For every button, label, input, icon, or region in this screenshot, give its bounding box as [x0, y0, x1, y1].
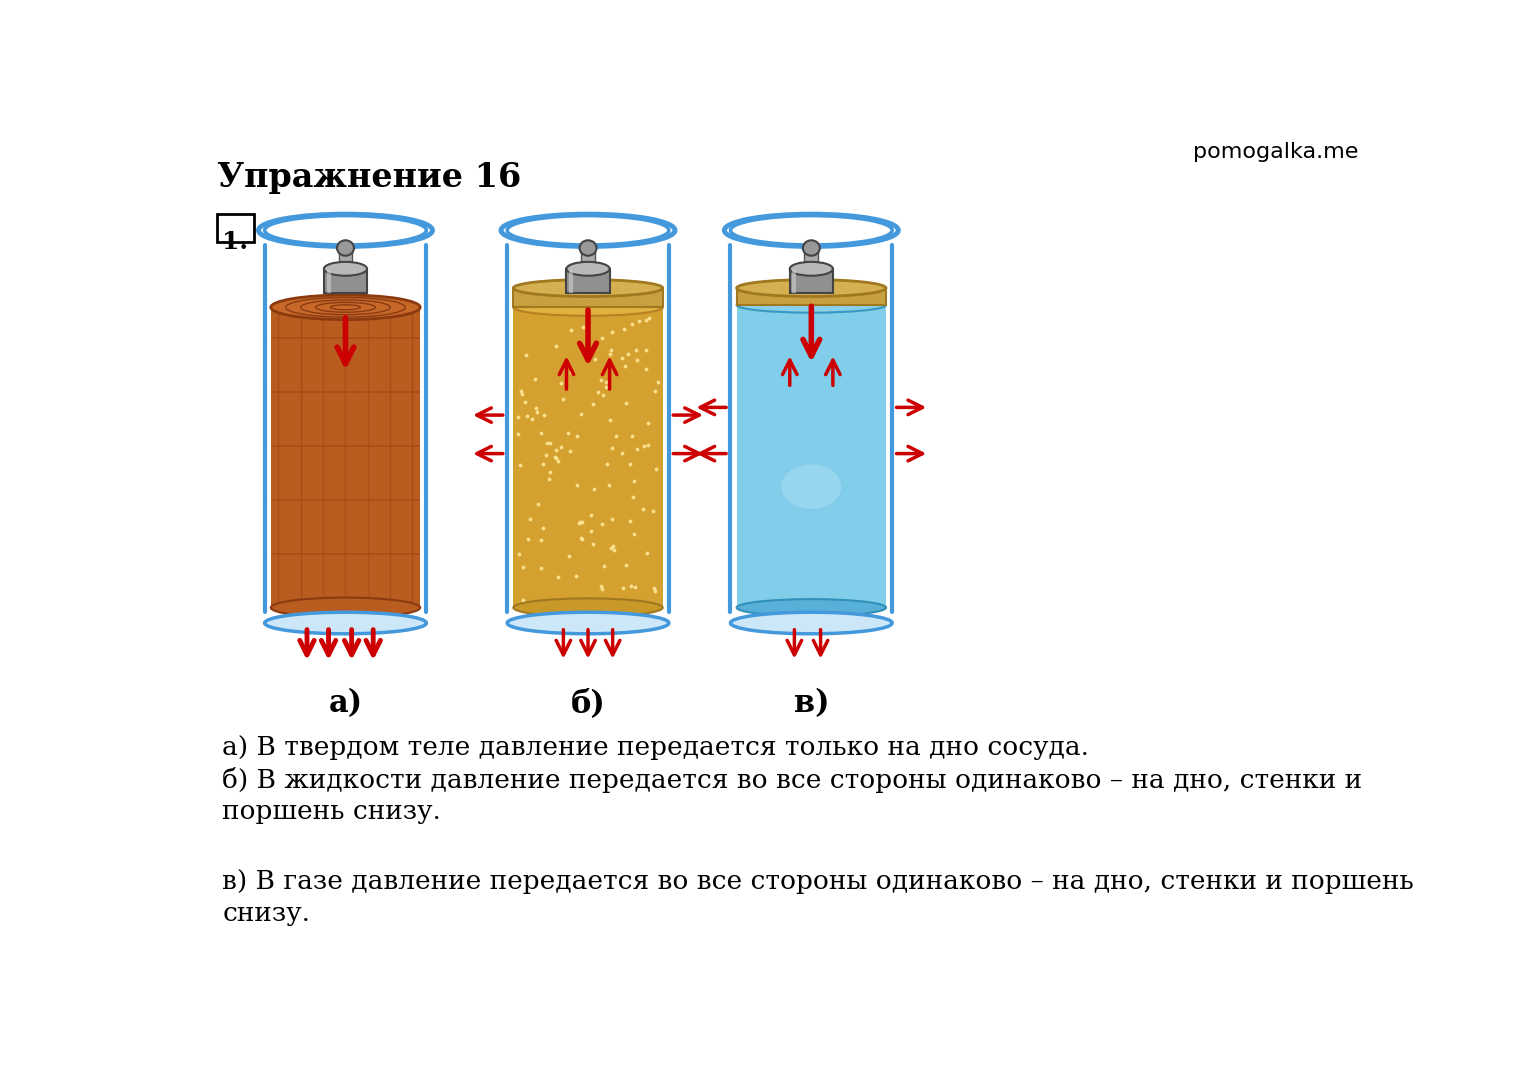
- Text: а): а): [328, 689, 363, 719]
- Text: в) В газе давление передается во все стороны одинаково – на дно, стенки и поршен: в) В газе давление передается во все сто…: [222, 869, 1414, 894]
- Ellipse shape: [259, 214, 432, 246]
- Ellipse shape: [731, 216, 892, 245]
- Text: 1.: 1.: [222, 230, 248, 254]
- Ellipse shape: [513, 298, 663, 316]
- Ellipse shape: [265, 216, 426, 245]
- Text: б): б): [570, 689, 605, 719]
- Ellipse shape: [737, 599, 885, 616]
- Ellipse shape: [513, 280, 663, 296]
- Ellipse shape: [567, 261, 610, 276]
- Ellipse shape: [323, 261, 368, 276]
- Text: а) В твердом теле давление передается только на дно сосуда.: а) В твердом теле давление передается то…: [222, 735, 1089, 760]
- Ellipse shape: [791, 261, 833, 276]
- Polygon shape: [339, 250, 352, 269]
- Ellipse shape: [507, 612, 669, 634]
- Ellipse shape: [265, 612, 426, 634]
- Bar: [218, 214, 254, 242]
- Ellipse shape: [803, 240, 820, 256]
- Ellipse shape: [579, 240, 596, 256]
- Polygon shape: [271, 307, 420, 608]
- Text: поршень снизу.: поршень снизу.: [222, 800, 441, 825]
- Polygon shape: [791, 269, 833, 293]
- Ellipse shape: [513, 598, 663, 617]
- Text: снизу.: снизу.: [222, 901, 311, 926]
- Text: Упражнение 16: Упражнение 16: [218, 161, 521, 194]
- Polygon shape: [513, 307, 663, 608]
- Ellipse shape: [737, 297, 885, 312]
- Polygon shape: [567, 269, 610, 293]
- Ellipse shape: [725, 214, 898, 246]
- Ellipse shape: [271, 598, 420, 617]
- Ellipse shape: [737, 280, 885, 296]
- Text: б) В жидкости давление передается во все стороны одинаково – на дно, стенки и: б) В жидкости давление передается во все…: [222, 767, 1362, 793]
- Polygon shape: [737, 288, 885, 305]
- Polygon shape: [737, 305, 885, 608]
- Polygon shape: [323, 269, 368, 293]
- Ellipse shape: [731, 612, 892, 634]
- Ellipse shape: [337, 240, 354, 256]
- Text: в): в): [794, 689, 829, 719]
- Ellipse shape: [780, 463, 843, 510]
- Polygon shape: [804, 250, 818, 269]
- Ellipse shape: [501, 214, 676, 246]
- Polygon shape: [581, 250, 594, 269]
- Ellipse shape: [271, 295, 420, 320]
- Ellipse shape: [507, 216, 669, 245]
- Polygon shape: [513, 288, 663, 307]
- Text: pomogalka.me: pomogalka.me: [1192, 142, 1357, 162]
